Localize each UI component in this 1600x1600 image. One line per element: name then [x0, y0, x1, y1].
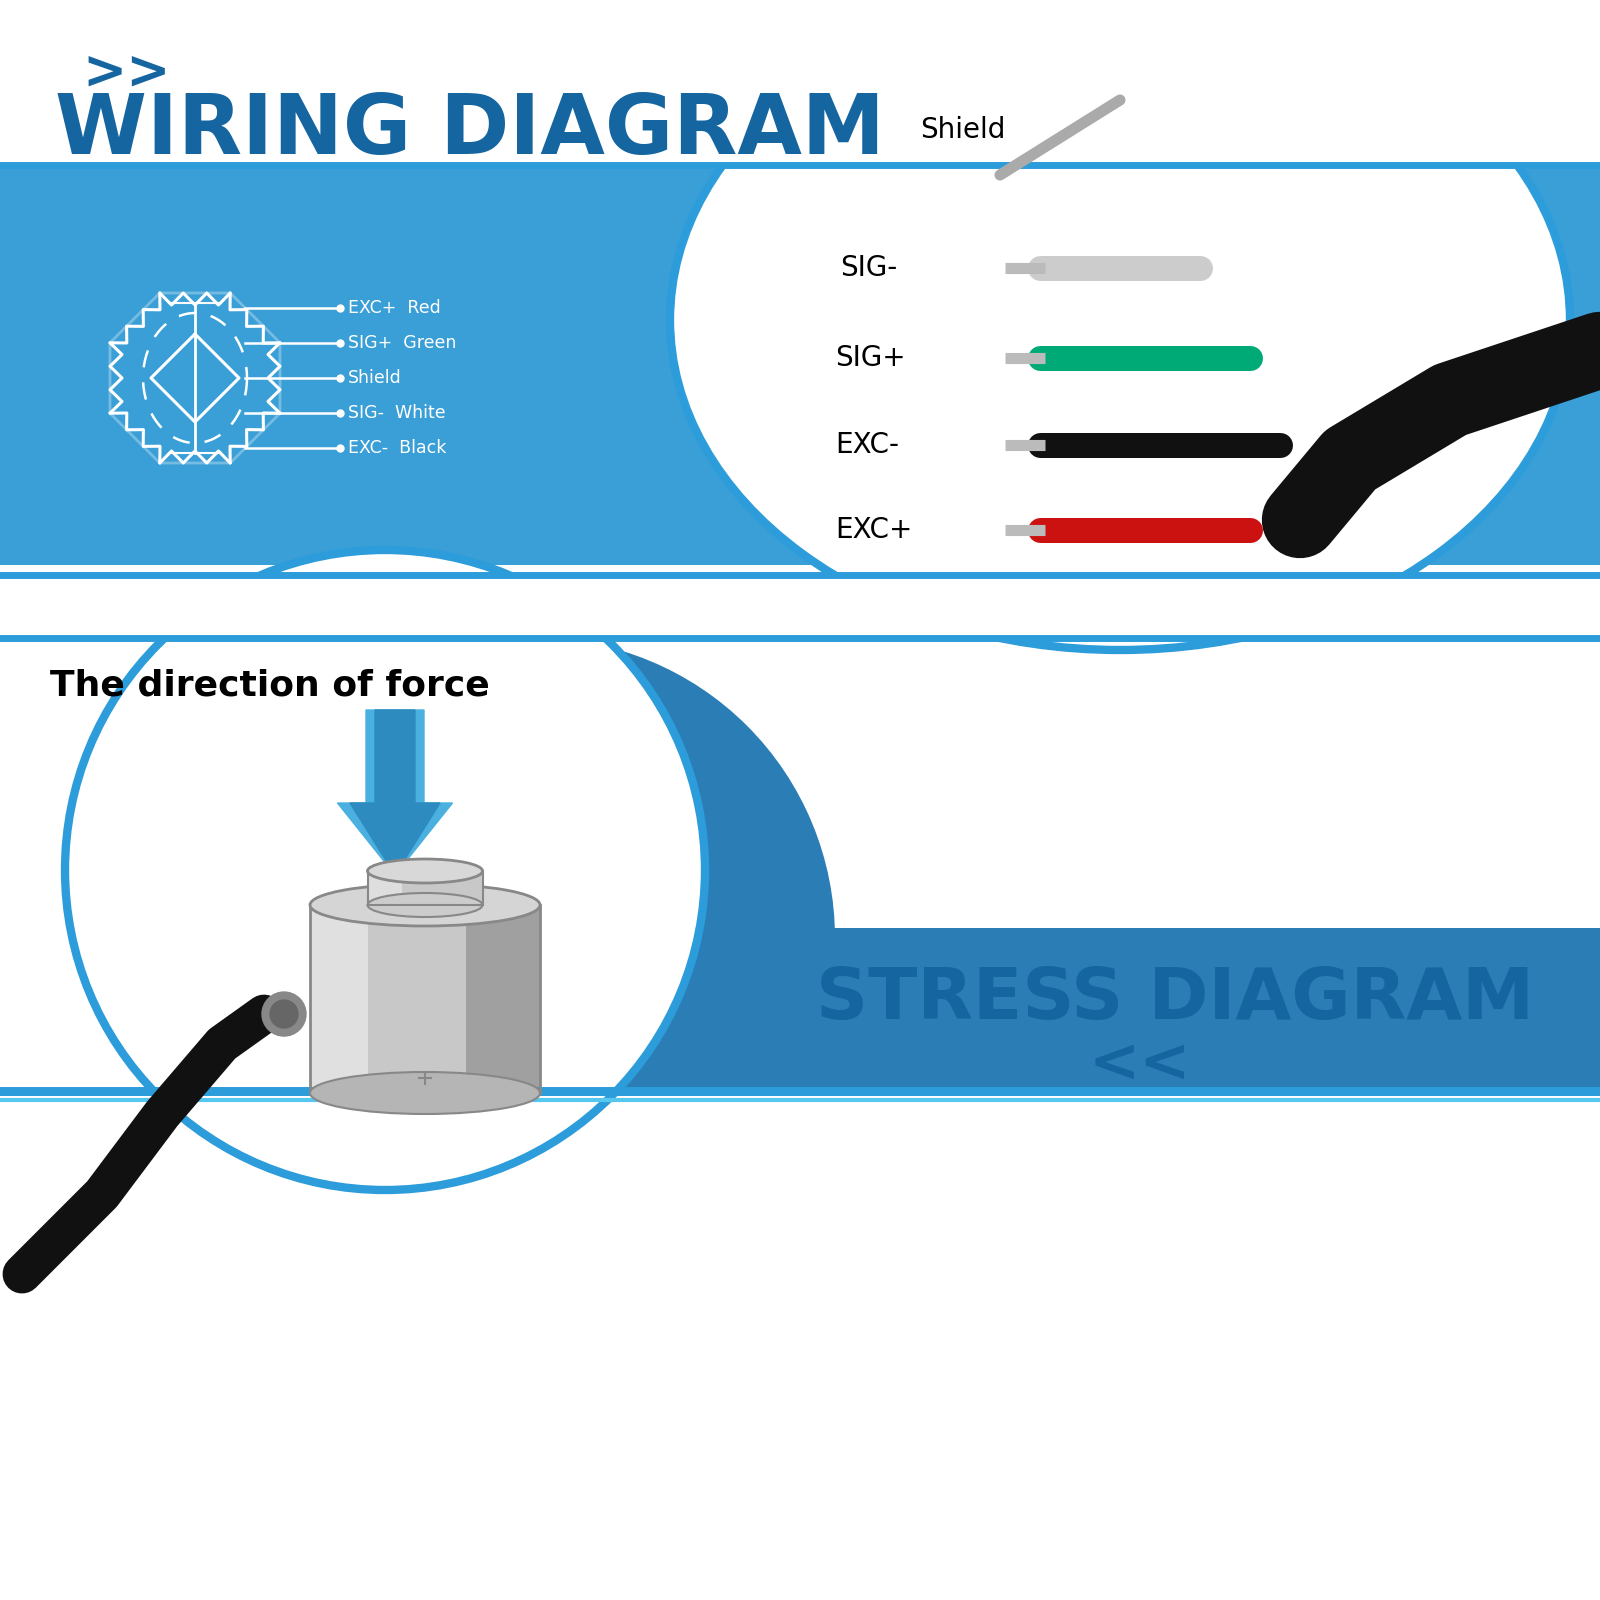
Text: Shield: Shield: [349, 370, 402, 387]
FancyArrow shape: [350, 710, 440, 875]
Text: EXC-: EXC-: [835, 430, 899, 459]
Ellipse shape: [310, 883, 541, 926]
Ellipse shape: [368, 859, 483, 883]
Bar: [1075, 749, 1266, 896]
Bar: [1133, 726, 1208, 749]
Circle shape: [262, 992, 306, 1037]
Text: SIG-: SIG-: [840, 254, 898, 282]
FancyArrow shape: [1155, 680, 1186, 749]
Text: The direction of force: The direction of force: [50, 669, 490, 702]
Bar: [368, 870, 483, 906]
Ellipse shape: [310, 1072, 541, 1114]
Bar: [0, 0, 1600, 165]
Ellipse shape: [670, 0, 1570, 650]
Text: SIG-  White: SIG- White: [349, 403, 446, 422]
Bar: [310, 906, 541, 1093]
Text: SIG+: SIG+: [835, 344, 906, 371]
Text: Shield: Shield: [920, 117, 1005, 144]
Text: EXC+: EXC+: [835, 515, 912, 544]
Bar: [467, 906, 541, 1093]
Bar: [310, 906, 541, 1093]
Text: SIG+  Green: SIG+ Green: [349, 334, 456, 352]
Bar: [534, 938, 1600, 1090]
Bar: [368, 870, 483, 906]
Ellipse shape: [368, 893, 483, 917]
Bar: [0, 574, 1600, 638]
Text: STRESS DIAGRAM: STRESS DIAGRAM: [816, 965, 1534, 1034]
Bar: [368, 870, 402, 906]
Bar: [0, 638, 1600, 1090]
Bar: [310, 906, 368, 1093]
FancyArrow shape: [338, 710, 453, 875]
Circle shape: [270, 1000, 298, 1029]
Text: EXC-  Black: EXC- Black: [349, 438, 446, 458]
Wedge shape: [534, 638, 835, 938]
Text: <<: <<: [1088, 1035, 1192, 1094]
Bar: [0, 1090, 1600, 1096]
Text: EXC+  Red: EXC+ Red: [349, 299, 440, 317]
Bar: [0, 1106, 1600, 1600]
Bar: [0, 165, 1600, 565]
Bar: [534, 928, 1600, 938]
Text: >>: >>: [82, 48, 171, 99]
Text: WIRING DIAGRAM: WIRING DIAGRAM: [54, 90, 885, 171]
Circle shape: [66, 550, 706, 1190]
